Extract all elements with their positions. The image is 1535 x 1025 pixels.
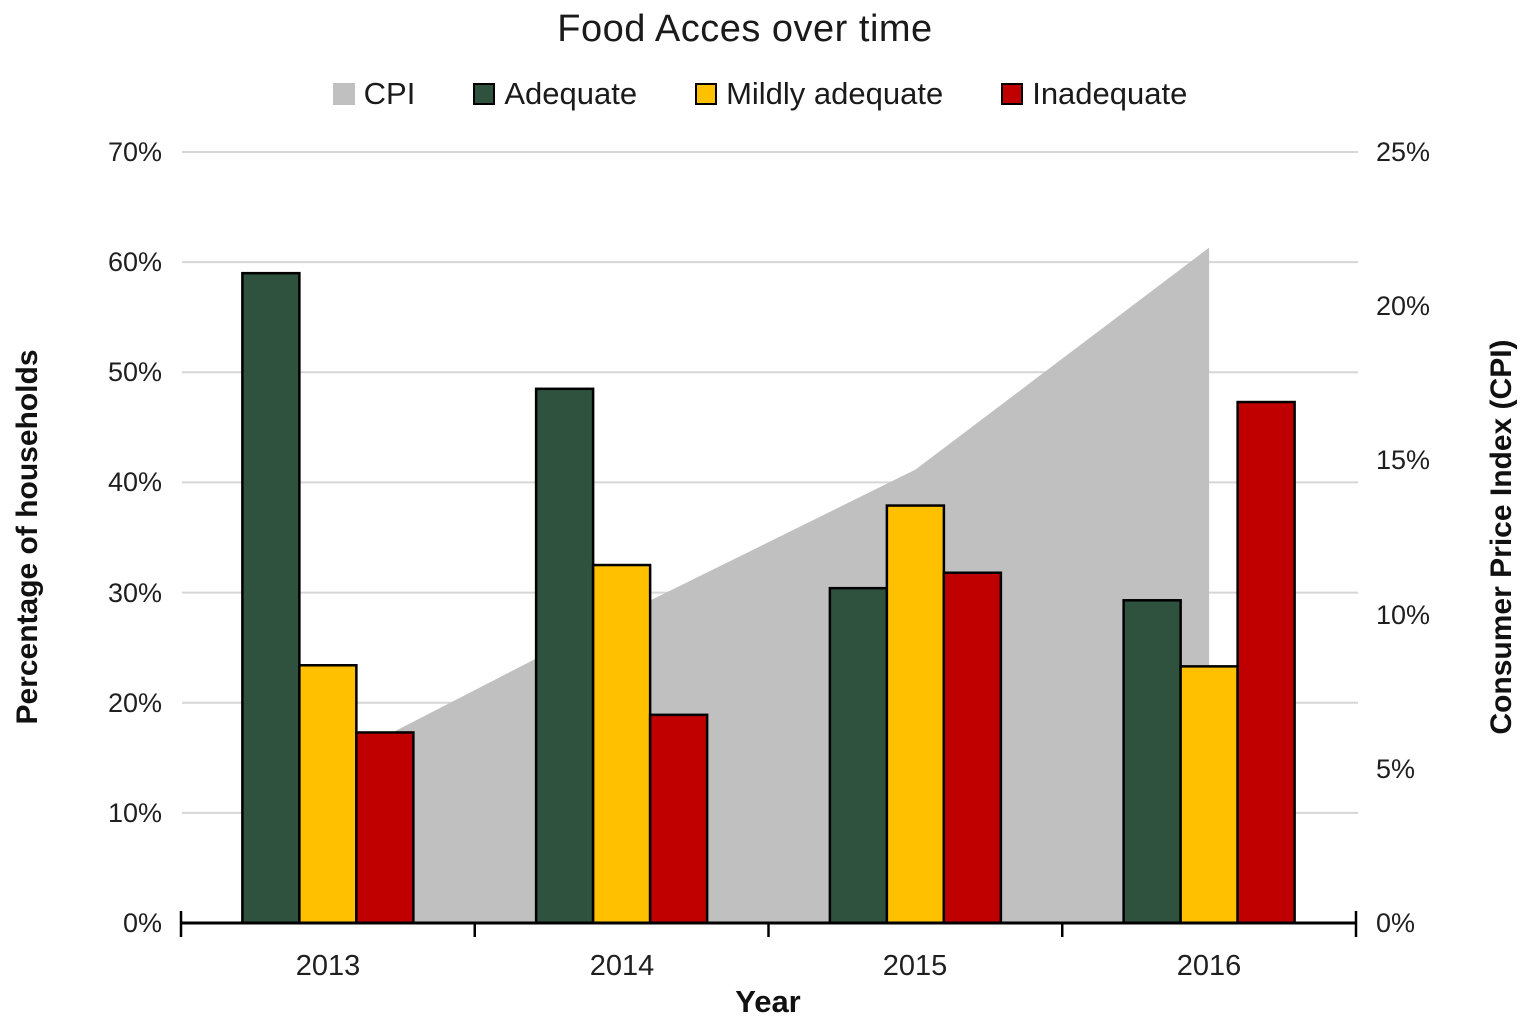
left-tick-label: 50% bbox=[107, 357, 162, 387]
legend-item-adequate: Adequate bbox=[473, 76, 637, 112]
legend-item-mildly-adequate: Mildly adequate bbox=[695, 76, 943, 112]
left-tick-label: 40% bbox=[107, 467, 162, 497]
right-tick-label: 25% bbox=[1376, 137, 1431, 167]
right-tick-label: 15% bbox=[1376, 445, 1431, 475]
left-tick-label: 60% bbox=[107, 247, 162, 277]
bar-adequate-2013 bbox=[241, 271, 301, 925]
x-category-label: 2013 bbox=[295, 950, 361, 982]
bar-adequate-2015 bbox=[828, 586, 889, 925]
inadequate-swatch-icon bbox=[1001, 83, 1024, 105]
right-tick-label: 5% bbox=[1376, 754, 1416, 784]
bar-mildly-adequate-2015 bbox=[885, 504, 946, 925]
legend-label-adequate: Adequate bbox=[504, 76, 638, 111]
legend-label-cpi: CPI bbox=[363, 76, 416, 111]
x-category-label: 2014 bbox=[589, 950, 655, 982]
bar-mildly-adequate-2013 bbox=[298, 664, 358, 925]
x-category-label: 2016 bbox=[1176, 950, 1242, 982]
bar-adequate-2016 bbox=[1122, 599, 1182, 925]
bar-mildly-adequate-2014 bbox=[591, 563, 652, 925]
left-tick-label: 30% bbox=[107, 578, 162, 608]
left-tick-label: 20% bbox=[107, 688, 162, 718]
bar-inadequate-2014 bbox=[648, 713, 709, 925]
legend-label-mildly-adequate: Mildly adequate bbox=[726, 76, 944, 111]
left-tick-label: 10% bbox=[107, 798, 162, 828]
legend-item-inadequate: Inadequate bbox=[1001, 76, 1187, 112]
legend-item-cpi: CPI bbox=[332, 76, 416, 112]
legend: CPI Adequate Mildly adequate Inadequate bbox=[0, 76, 1520, 112]
right-tick-label: 0% bbox=[1376, 908, 1416, 938]
bar-inadequate-2013 bbox=[355, 731, 415, 925]
bar-mildly-adequate-2016 bbox=[1179, 665, 1239, 925]
bar-adequate-2014 bbox=[534, 387, 595, 925]
area-cpi bbox=[327, 247, 1210, 923]
left-tick-label: 0% bbox=[122, 908, 162, 938]
bar-inadequate-2015 bbox=[942, 571, 1003, 925]
x-category-label: 2015 bbox=[882, 950, 948, 982]
mildly-adequate-swatch-icon bbox=[695, 83, 718, 105]
x-axis-title: Year bbox=[735, 984, 801, 1019]
adequate-swatch-icon bbox=[473, 83, 496, 105]
chart-title: Food Acces over time bbox=[557, 8, 933, 50]
right-tick-label: 10% bbox=[1376, 600, 1431, 630]
cpi-swatch-icon bbox=[332, 83, 355, 105]
legend-label-inadequate: Inadequate bbox=[1032, 76, 1188, 111]
right-tick-label: 20% bbox=[1376, 291, 1431, 321]
bar-inadequate-2016 bbox=[1236, 400, 1296, 925]
left-tick-label: 70% bbox=[107, 137, 162, 167]
